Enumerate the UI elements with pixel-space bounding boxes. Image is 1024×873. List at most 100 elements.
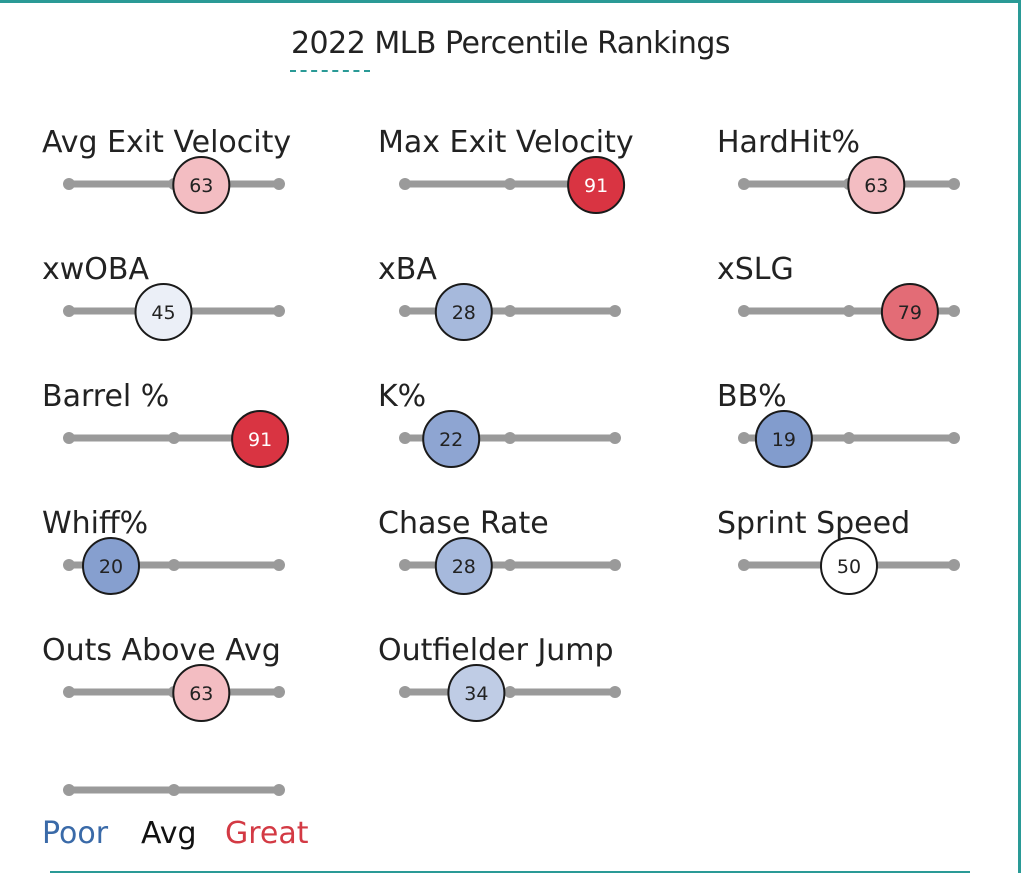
metric-group: Sprint Speed 50: [717, 506, 960, 595]
percentile-bubble: [847, 156, 906, 214]
percentile-bubble: [447, 664, 506, 722]
metric-label: HardHit%: [717, 125, 860, 160]
metric-tick-50: [843, 432, 855, 444]
footer-rule: [50, 871, 970, 873]
percentile-bubble: [820, 537, 878, 595]
legend: Poor Avg Great: [42, 784, 309, 851]
metric-tick-100: [609, 559, 621, 571]
metric-tick-50: [504, 305, 516, 317]
metric-group: BB% 19: [717, 379, 960, 468]
metric-tick-100: [273, 559, 285, 571]
metric-group: Barrel % 91: [42, 379, 290, 468]
metric-tick-0: [738, 178, 750, 190]
legend-tick-0: [63, 784, 75, 796]
metric-label: Avg Exit Velocity: [42, 125, 291, 160]
percentile-bubble: [134, 283, 193, 341]
metric-label: xBA: [378, 252, 437, 287]
percentile-bubble: [567, 156, 626, 214]
metric-tick-0: [399, 559, 411, 571]
percentile-value: 63: [189, 683, 213, 705]
metric-tick-100: [273, 686, 285, 698]
metric-tick-100: [948, 178, 960, 190]
percentile-value: 91: [584, 175, 608, 197]
metric-group: HardHit%63: [717, 125, 960, 214]
metric-tick-50: [504, 686, 516, 698]
metric-tick-100: [609, 432, 621, 444]
metric-label: Barrel %: [42, 379, 169, 414]
percentile-value: 91: [248, 429, 272, 451]
metric-tick-100: [948, 305, 960, 317]
metric-tick-100: [948, 559, 960, 571]
metric-label: Outfielder Jump: [378, 633, 614, 668]
metric-tick-0: [399, 432, 411, 444]
metric-tick-100: [609, 686, 621, 698]
page-title: 2022 MLB Percentile Rankings: [290, 26, 731, 61]
metric-tick-0: [399, 686, 411, 698]
metric-tick-0: [738, 559, 750, 571]
percentile-bubble: [434, 537, 493, 595]
metric-tick-50: [843, 305, 855, 317]
percentile-value: 45: [151, 302, 175, 324]
metric-group: Chase Rate 28: [378, 506, 621, 595]
metric-group: Avg Exit Velocity 63: [42, 125, 291, 214]
metric-group: Outs Above Avg 63: [42, 633, 285, 722]
metric-label: K%: [378, 379, 426, 414]
metric-tick-0: [63, 178, 75, 190]
metric-tick-0: [63, 559, 75, 571]
percentile-bubble: [880, 283, 939, 341]
metric-label: Sprint Speed: [717, 506, 910, 541]
metric-tick-0: [63, 432, 75, 444]
percentile-bubble: [231, 410, 290, 468]
metric-tick-0: [63, 305, 75, 317]
percentile-value: 79: [898, 302, 922, 324]
metric-label: xwOBA: [42, 252, 149, 287]
metric-tick-100: [273, 305, 285, 317]
percentile-value: 20: [99, 556, 123, 578]
legend-poor: Poor: [42, 816, 109, 851]
metric-tick-50: [504, 432, 516, 444]
percentile-bubble: [82, 537, 140, 595]
metric-tick-50: [168, 432, 180, 444]
legend-great: Great: [225, 816, 309, 851]
metric-tick-0: [738, 432, 750, 444]
metric-tick-50: [504, 178, 516, 190]
metric-tick-100: [948, 432, 960, 444]
metric-group: Outfielder Jump 34: [378, 633, 621, 722]
percentile-value: 28: [452, 556, 476, 578]
percentile-value: 22: [439, 429, 463, 451]
metric-group: Max Exit Velocity 91: [378, 125, 634, 214]
percentile-value: 63: [864, 175, 888, 197]
metric-label: Whiff%: [42, 506, 148, 541]
percentile-value: 50: [837, 556, 861, 578]
metric-tick-0: [399, 305, 411, 317]
metric-label: Outs Above Avg: [42, 633, 281, 668]
metric-tick-100: [273, 178, 285, 190]
metric-tick-0: [399, 178, 411, 190]
percentile-bubble: [434, 283, 493, 341]
percentile-bubble: [422, 410, 481, 468]
metric-group: K% 22: [378, 379, 621, 468]
metric-tick-50: [504, 559, 516, 571]
percentile-value: 63: [189, 175, 213, 197]
percentile-bubble: [754, 410, 813, 468]
metric-label: Chase Rate: [378, 506, 549, 541]
metric-tick-0: [738, 305, 750, 317]
legend-tick-100: [273, 784, 285, 796]
percentile-value: 19: [772, 429, 796, 451]
percentile-bubble: [172, 156, 231, 214]
metric-group: xSLG 79: [717, 252, 960, 341]
metric-label: BB%: [717, 379, 787, 414]
legend-avg: Avg: [141, 816, 197, 851]
percentile-bubble: [172, 664, 231, 722]
title-underline: [290, 70, 370, 72]
metric-group: Whiff% 20: [42, 506, 285, 595]
metric-tick-0: [63, 686, 75, 698]
metric-label: xSLG: [717, 252, 794, 287]
legend-tick-50: [168, 784, 180, 796]
metric-tick-50: [168, 559, 180, 571]
percentile-value: 34: [464, 683, 488, 705]
percentile-value: 28: [452, 302, 476, 324]
